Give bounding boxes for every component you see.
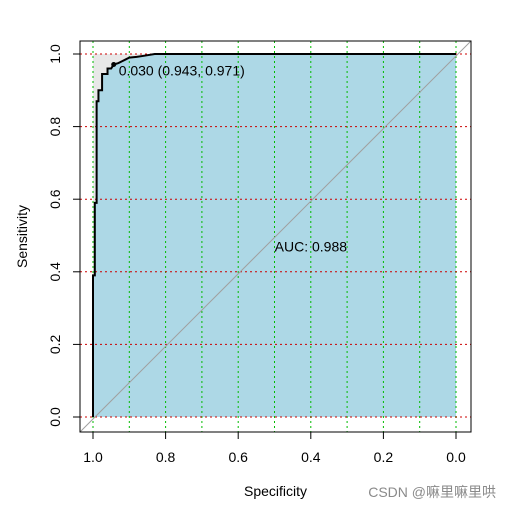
x-axis-label: Specificity bbox=[244, 483, 307, 499]
best-threshold-label: 0.030 (0.943, 0.971) bbox=[119, 63, 245, 79]
x-tick-label: 0.0 bbox=[446, 449, 466, 465]
y-tick-label: 0.2 bbox=[47, 334, 63, 354]
y-tick-label: 0.8 bbox=[47, 117, 63, 137]
x-tick-label: 1.0 bbox=[83, 449, 103, 465]
plot-frame bbox=[79, 40, 472, 433]
x-tick-label: 0.4 bbox=[301, 449, 321, 465]
best-threshold-point bbox=[111, 62, 117, 68]
roc-curve bbox=[92, 53, 456, 417]
x-tick-label: 0.6 bbox=[228, 449, 248, 465]
watermark-text: CSDN @嘛里嘛里哄 bbox=[368, 484, 496, 500]
y-tick-label: 1.0 bbox=[47, 44, 63, 64]
auc-label: AUC: 0.988 bbox=[275, 238, 348, 254]
y-tick-label: 0.4 bbox=[47, 262, 63, 282]
x-tick-label: 0.8 bbox=[156, 449, 176, 465]
y-tick-label: 0.6 bbox=[47, 189, 63, 209]
y-axis-label: Sensitivity bbox=[14, 205, 30, 268]
auc-area bbox=[93, 54, 456, 417]
x-tick-label: 0.2 bbox=[374, 449, 394, 465]
y-tick-label: 0.0 bbox=[47, 407, 63, 427]
diagonal-reference-line bbox=[79, 40, 472, 433]
